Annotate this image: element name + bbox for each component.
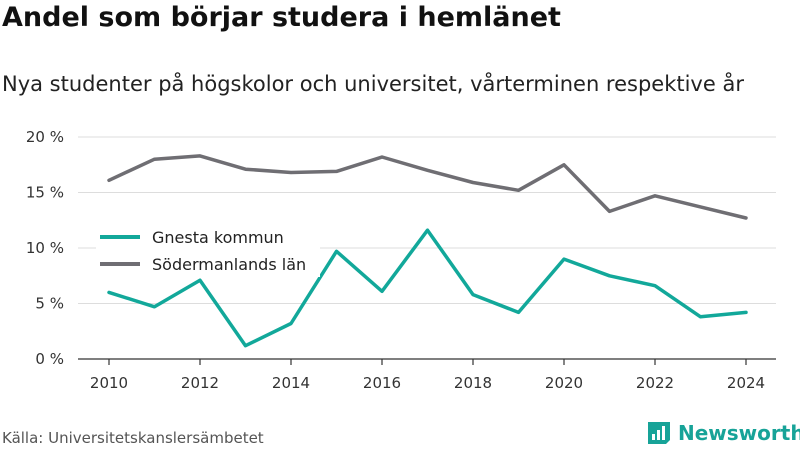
legend-label: Södermanlands län <box>152 255 306 274</box>
data-point <box>517 311 520 314</box>
y-axis-ticks: 0 % 5 % 10 % 15 % 20 % <box>26 128 64 368</box>
x-tick-label: 2012 <box>181 374 219 392</box>
source-note: Källa: Universitetskanslersämbetet <box>2 429 264 447</box>
data-point <box>244 344 247 347</box>
data-point <box>198 279 202 282</box>
data-point <box>289 171 293 174</box>
data-point <box>244 168 247 171</box>
data-point <box>562 257 566 261</box>
x-tick-label: 2024 <box>727 374 765 392</box>
brand-name: Newsworthy <box>678 421 800 445</box>
x-tick-label: 2020 <box>545 374 583 392</box>
x-tick-label: 2016 <box>363 374 401 392</box>
data-point <box>653 284 657 287</box>
data-point <box>426 169 429 172</box>
legend-label: Gnesta kommun <box>152 228 284 247</box>
data-point <box>471 181 475 184</box>
data-point <box>426 229 429 232</box>
x-tick-label: 2010 <box>90 374 128 392</box>
data-point <box>608 274 611 277</box>
legend: Gnesta kommun Södermanlands län <box>96 224 320 277</box>
data-point <box>608 210 611 213</box>
data-point <box>380 155 384 159</box>
y-tick-label: 5 % <box>35 295 64 313</box>
data-point <box>744 216 748 220</box>
data-point <box>653 194 657 197</box>
data-point <box>198 154 202 158</box>
chart-subtitle: Nya studenter på högskolor och universit… <box>2 72 744 96</box>
data-point <box>562 163 566 166</box>
data-point <box>289 322 293 325</box>
data-point <box>335 250 338 253</box>
x-tick-label: 2018 <box>454 374 492 392</box>
data-point <box>699 315 702 318</box>
chart-title: Andel som börjar studera i hemlänet <box>2 2 561 33</box>
x-tick-label: 2014 <box>272 374 310 392</box>
data-point <box>107 179 111 182</box>
x-tick-label: 2022 <box>636 374 674 392</box>
data-point <box>471 293 475 296</box>
x-axis: 2010 2012 2014 2016 2018 2020 2022 2024 <box>78 358 776 392</box>
data-point <box>699 205 702 209</box>
newsworthy-logo-icon <box>648 422 670 444</box>
data-point <box>335 170 338 173</box>
y-tick-label: 0 % <box>35 350 64 368</box>
data-series <box>107 154 748 348</box>
data-point <box>744 311 748 314</box>
grid-lines <box>78 136 776 304</box>
data-point <box>517 189 520 192</box>
data-point <box>153 305 156 308</box>
data-point <box>153 158 156 161</box>
y-tick-label: 20 % <box>26 128 64 146</box>
y-tick-label: 10 % <box>26 239 64 257</box>
data-point <box>107 291 111 294</box>
y-tick-label: 15 % <box>26 184 64 202</box>
newsworthy-logo: Newsworthy <box>646 420 800 446</box>
data-point <box>380 290 384 293</box>
series-line-s-dermanlands-l-n <box>107 154 748 220</box>
